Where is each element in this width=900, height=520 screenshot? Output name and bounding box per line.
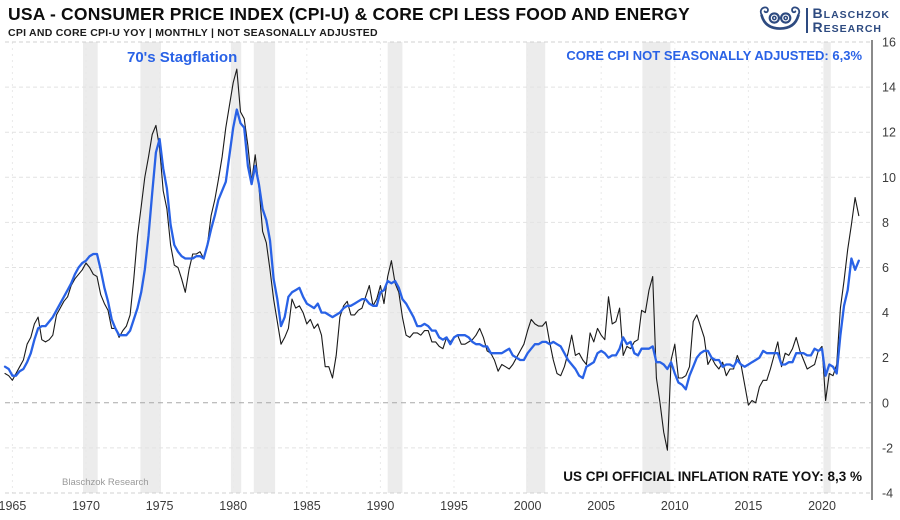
y-tick-label: 0 [882, 396, 889, 410]
y-tick-label: 6 [882, 261, 889, 275]
logo-line-1: BLASCHZOK [812, 4, 890, 21]
y-tick-label: 4 [882, 306, 889, 320]
core-cpi-line [3, 108, 860, 391]
page-subtitle: CPI AND CORE CPI-U YOY | MONTHLY | NOT S… [8, 27, 378, 39]
x-tick-label: 1995 [440, 499, 468, 513]
logo-divider [805, 8, 808, 33]
x-tick-label: 1975 [146, 499, 174, 513]
viking-ship-icon [759, 4, 801, 37]
x-tick-label: 2000 [514, 499, 542, 513]
y-tick-label: 12 [882, 126, 896, 140]
recession-band [526, 42, 546, 493]
x-tick-label: 1985 [293, 499, 321, 513]
page-title: USA - CONSUMER PRICE INDEX (CPI-U) & COR… [8, 4, 690, 24]
x-tick-label: 1990 [366, 499, 394, 513]
recession-band [387, 42, 403, 493]
x-tick-label: 2020 [808, 499, 836, 513]
y-tick-label: 14 [882, 81, 896, 95]
x-tick-label: 2010 [661, 499, 689, 513]
logo-line-2: RESEARCH [812, 18, 882, 35]
watermark-text: Blaschzok Research [62, 477, 149, 488]
y-tick-label: -4 [882, 487, 893, 501]
y-tick-label: 8 [882, 216, 889, 230]
cpi-rate-annotation: US CPI OFFICIAL INFLATION RATE YOY: 8,3 … [563, 469, 862, 484]
cpi-line [4, 68, 860, 451]
x-tick-label: 1980 [219, 499, 247, 513]
y-tick-label: 16 [882, 36, 896, 50]
x-tick-label: 2005 [587, 499, 615, 513]
y-tick-label: 10 [882, 171, 896, 185]
y-tick-label: 2 [882, 351, 889, 365]
y-tick-label: -2 [882, 441, 893, 455]
core-cpi-annotation: CORE CPI NOT SEASONALLY ADJUSTED: 6,3% [566, 48, 862, 63]
logo-text: BLASCHZOK RESEARCH [813, 7, 890, 35]
x-tick-label: 1965 [0, 499, 26, 513]
x-tick-label: 1970 [72, 499, 100, 513]
brand-logo: BLASCHZOK RESEARCH [759, 4, 890, 37]
recession-band [140, 42, 161, 493]
x-tick-label: 2015 [734, 499, 762, 513]
stagflation-annotation: 70's Stagflation [127, 49, 238, 66]
